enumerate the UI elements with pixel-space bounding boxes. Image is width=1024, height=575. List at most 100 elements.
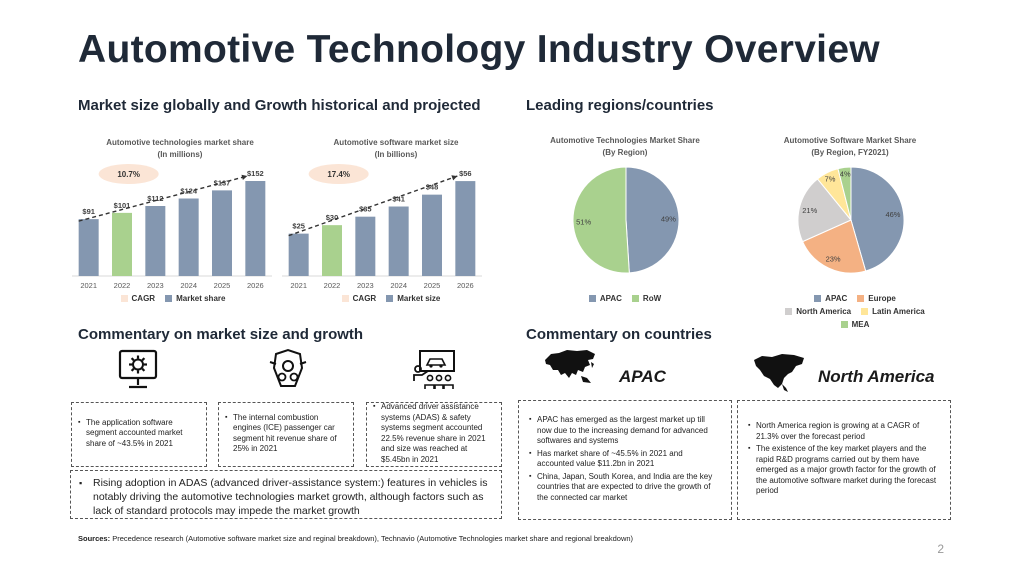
data-label: $35 [359,205,372,214]
bar-chart-1-legend: CAGR Market share [118,294,228,303]
legend-swatch-row [631,295,639,302]
section-regions: Leading regions/countries [526,97,714,114]
na-point: North America region is growing at a CAG… [748,421,940,442]
commentary-list: The internal combustion engines (ICE) pa… [225,413,347,457]
pie-slice [625,166,680,274]
legend-north-america: North America [785,307,851,316]
bar-chart-1-title: Automotive technologies market share (In… [80,137,280,161]
legend-label: North America [796,307,852,316]
page-number: 2 [937,542,944,556]
tick-label: 2026 [247,281,264,290]
data-label: $25 [292,222,305,231]
bar [212,190,232,276]
legend-label: Market share [176,294,226,303]
bar-chart-2-title-text: Automotive software market size [333,138,459,147]
pie-chart-1-title: Automotive Technologies Market Share (By… [540,135,710,159]
commentary-list: Rising adoption in ADAS (advanced driver… [79,476,493,518]
tick-label: 2022 [114,281,131,290]
tick-label: 2025 [424,281,441,290]
commentary-box-adas: Advanced driver assistance systems (ADAS… [366,402,502,467]
commentary-box-adas-growth: Rising adoption in ADAS (advanced driver… [70,470,502,519]
cagr-bubble [98,164,159,184]
bar-chart-2-subtitle: (In billions) [374,150,418,159]
legend-swatch-cagr [341,295,349,302]
legend-label: APAC [599,294,622,303]
bar-chart-2-legend: CAGR Market size [336,294,446,303]
tick-label: 2023 [357,281,374,290]
pie-slice [837,166,852,221]
legend-market-share: Market share [165,294,225,303]
north-america-label: North America [818,367,935,386]
bar-charts: $912021$1012022$1122023$1242024$1372025$… [72,164,482,290]
pie-slice [572,166,630,274]
commentary-box-ice: The internal combustion engines (ICE) pa… [218,402,354,467]
cagr-label: 17.4% [327,170,350,179]
legend-swatch-apac [588,295,596,302]
legend-apac: APAC [814,294,847,303]
bar [78,219,99,276]
sources-label: Sources: [78,534,111,543]
legend-cagr: CAGR [120,294,156,303]
pie-chart-1-legend: APAC RoW [580,294,670,303]
pie-label: 4% [840,170,851,179]
legend-swatch-mea [840,321,848,328]
commentary-box-software: The application software segment account… [71,402,207,467]
trend-arrow [241,174,248,181]
bar [422,194,442,276]
commentary-list: The application software segment account… [78,418,200,452]
bar [145,206,166,276]
data-label: $91 [82,207,95,216]
legend-apac: APAC [588,294,622,303]
bar-chart-1-title-text: Automotive technologies market share [106,138,254,147]
trend-line [288,175,458,237]
data-label: $101 [114,201,131,210]
asia-map-icon [545,350,595,383]
data-label: $30 [326,213,339,222]
commentary-point: Rising adoption in ADAS (advanced driver… [79,476,493,518]
data-label: $152 [247,169,264,178]
north-america-map-icon [754,354,804,392]
north-america-commentary-box: North America region is growing at a CAG… [737,400,951,520]
commentary-point: The internal combustion engines (ICE) pa… [225,413,347,455]
na-points-list: North America region is growing at a CAG… [748,421,940,499]
tick-label: 2022 [324,281,341,290]
commentary-point: Advanced driver assistance systems (ADAS… [373,402,495,465]
apac-label: APAC [619,367,666,386]
legend-europe: Europe [857,294,896,303]
bar [388,206,409,276]
bar-chart-2-title: Automotive software market size (In bill… [296,137,496,161]
legend-label: CAGR [131,294,156,303]
apac-point: China, Japan, South Korea, and India are… [529,472,721,504]
bar [288,233,309,276]
tick-label: 2024 [390,281,407,290]
pie-chart-1-title-text: Automotive Technologies Market Share [550,136,700,145]
legend-label: Latin America [872,307,925,316]
tick-label: 2024 [180,281,197,290]
legend-cagr: CAGR [341,294,377,303]
legend-label: Europe [868,294,896,303]
pie-chart-2-legend: APAC Europe North America Latin America … [780,294,930,329]
legend-row: RoW [631,294,662,303]
apac-commentary-box: APAC has emerged as the largest market u… [518,400,732,520]
pie-slice [850,166,905,272]
section-commentary-countries: Commentary on countries [526,326,712,343]
sources-note: Sources: Precedence research (Automotive… [78,534,633,543]
bar-chart-1-subtitle: (In millions) [157,150,203,159]
data-label: $56 [459,169,472,178]
bar [355,216,376,276]
tick-label: 2023 [147,281,164,290]
cagr-label: 10.7% [117,170,140,179]
pie-charts: 49% 51% 46% 23% 21% 7% 4% [572,166,905,274]
pie-label: 46% [885,210,900,219]
legend-label: CAGR [352,294,377,303]
tick-label: 2021 [80,281,97,290]
data-label: $48 [426,183,439,192]
pie-label: 7% [825,174,836,183]
legend-mea: MEA [840,320,869,329]
pie-label: 49% [661,215,676,224]
trend-arrow [451,175,458,181]
pie-chart-2-subtitle: (By Region, FY2021) [811,148,889,157]
legend-market-size: Market size [386,294,440,303]
tick-label: 2026 [457,281,474,290]
legend-label: RoW [642,294,662,303]
